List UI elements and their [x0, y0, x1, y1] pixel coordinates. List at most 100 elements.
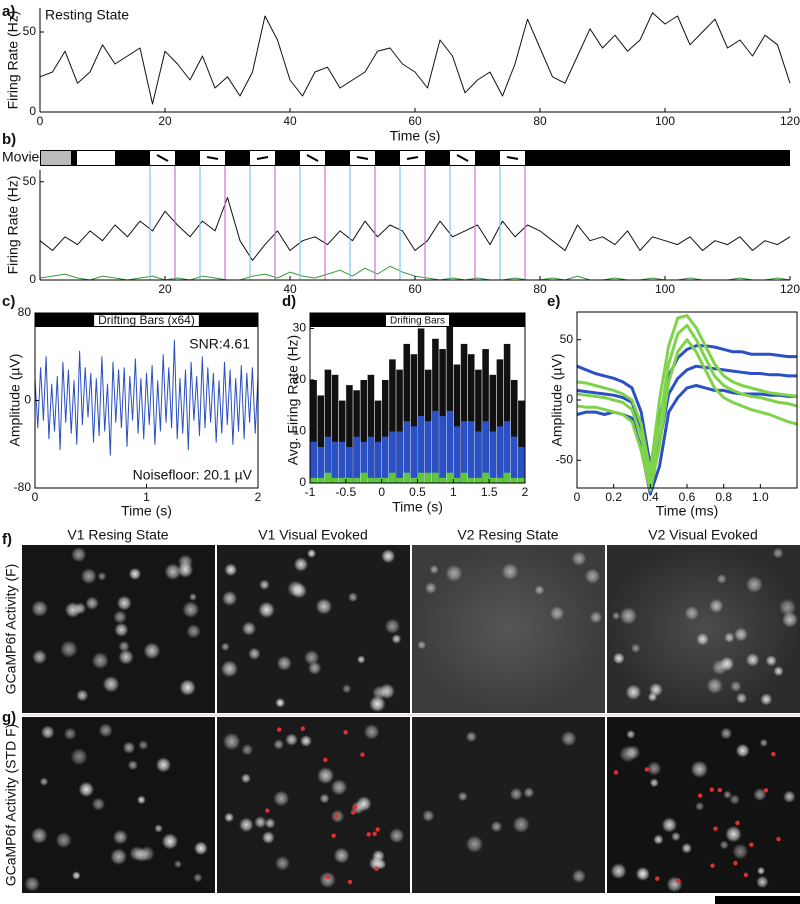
cell [732, 843, 749, 860]
panel-label: d) [282, 293, 296, 310]
bar [489, 374, 497, 483]
cell [760, 693, 773, 706]
cell [307, 661, 322, 675]
y-tick-label: 0 [24, 393, 31, 407]
cell [63, 727, 77, 741]
roi-marker [697, 793, 703, 798]
cell [745, 575, 764, 594]
bar [374, 441, 382, 483]
cell [186, 623, 201, 639]
cell [161, 833, 179, 850]
cell [681, 842, 693, 854]
image-haze [412, 545, 605, 713]
bar [439, 477, 446, 483]
stimulus-icon [306, 154, 319, 162]
cell [114, 622, 129, 637]
cell [501, 562, 519, 581]
bar [360, 441, 368, 483]
roi-marker [331, 833, 336, 838]
bar [510, 379, 518, 483]
cell [381, 549, 396, 564]
cell [719, 840, 729, 850]
line-series [39, 12, 791, 105]
cell [74, 602, 87, 615]
bar [338, 477, 346, 483]
x-tick-label: 60 [408, 282, 422, 296]
annotation: SNR:4.61 [189, 336, 250, 352]
cell [625, 745, 641, 760]
bar [403, 343, 411, 483]
cell [422, 809, 435, 822]
bar [317, 477, 325, 483]
bar [439, 416, 446, 483]
roi-marker [613, 770, 619, 775]
cell [275, 697, 286, 708]
roi-marker [360, 752, 365, 757]
x-tick-label: 1.5 [481, 485, 498, 499]
x-tick-label: 40 [283, 282, 297, 296]
annotation: Noisefloor: 20.1 µV [133, 467, 253, 483]
cell [76, 689, 89, 702]
x-axis-label: Time (s) [392, 499, 443, 515]
column-title: V2 Visual Evoked [648, 527, 757, 543]
cell [276, 655, 292, 671]
roi-marker [735, 820, 740, 826]
cell [391, 633, 402, 644]
bar [410, 477, 418, 483]
bar [417, 328, 425, 483]
roi-marker [743, 872, 749, 878]
cell [97, 571, 107, 581]
bar [396, 431, 403, 483]
bar [460, 421, 468, 483]
cell [299, 734, 312, 747]
y-axis-label: Amplitude (µV) [549, 354, 565, 447]
roi-marker [749, 842, 754, 847]
cell [706, 677, 724, 695]
bar [446, 410, 454, 483]
bar [374, 477, 382, 483]
bar [360, 379, 368, 483]
cell [30, 826, 48, 845]
cell [356, 796, 372, 812]
cell [523, 787, 535, 799]
y-tick-label: 50 [23, 174, 37, 188]
x-tick-label: 0.4 [642, 490, 659, 504]
roi-marker [265, 808, 270, 813]
x-tick-label: 0 [574, 490, 581, 504]
cell [549, 605, 565, 621]
cell [98, 723, 113, 738]
cell [724, 632, 735, 643]
line-series [576, 323, 798, 486]
image [22, 717, 215, 893]
cell [612, 611, 621, 620]
bar [424, 421, 432, 483]
bar [417, 472, 425, 483]
y-axis-label: Firing Rate (Hz) [5, 176, 21, 275]
roi-marker [374, 866, 379, 871]
cell [293, 557, 309, 572]
panel-label: a) [2, 3, 15, 20]
cell [287, 580, 304, 598]
cell [684, 605, 700, 621]
roi-marker [350, 810, 356, 815]
cell [626, 729, 636, 739]
cell [259, 579, 270, 591]
cell [661, 817, 678, 833]
cell [720, 727, 733, 740]
column-title: V1 Resing State [67, 527, 168, 543]
cell [765, 654, 777, 667]
y-axis-label: Firing Rate (Hz) [5, 11, 21, 110]
x-tick-label: 2 [255, 490, 262, 504]
bar [403, 421, 411, 483]
roi-marker [710, 863, 715, 868]
bar [453, 426, 461, 483]
x-tick-label: 20 [158, 282, 172, 296]
x-tick-label: 1.0 [752, 490, 769, 504]
cell [646, 761, 662, 776]
bar [518, 446, 525, 483]
cell [571, 869, 587, 884]
line-series [576, 384, 797, 496]
panel-label: b) [2, 131, 16, 148]
bar [475, 369, 482, 483]
